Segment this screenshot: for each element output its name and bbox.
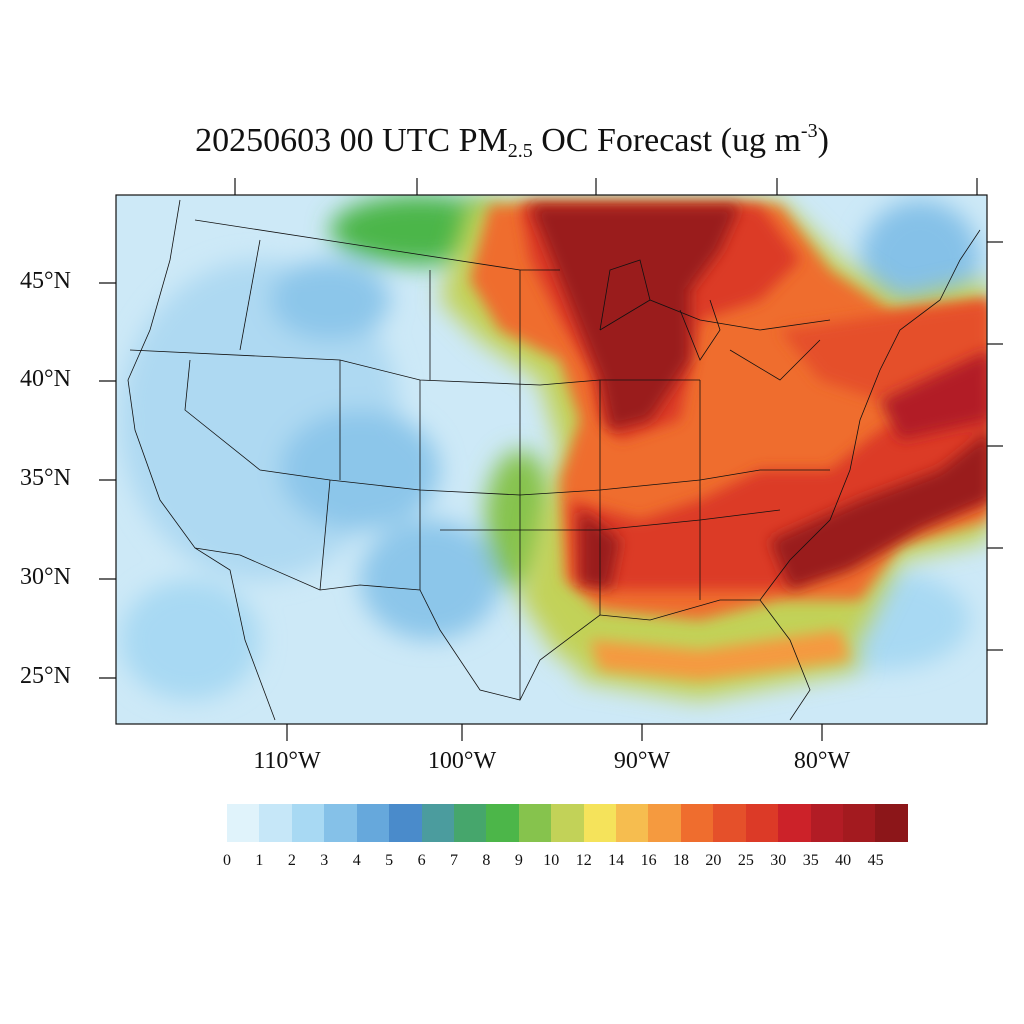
colorbar-label: 8: [482, 852, 491, 869]
map-frame: [115, 194, 988, 725]
colorbar-label: 4: [352, 852, 361, 869]
colorbar-label: 7: [450, 852, 458, 869]
title-suffix: ): [817, 122, 829, 159]
colorbar-label: 6: [417, 852, 426, 869]
colorbar-swatch: [356, 804, 390, 842]
colorbar-swatch: [583, 804, 617, 842]
colorbar-label: 18: [673, 852, 689, 869]
title-middle: OC Forecast (ug m: [532, 122, 801, 159]
colorbar-label: 40: [835, 852, 852, 869]
lat-label: 40°N: [20, 366, 71, 392]
colorbar-swatch: [551, 804, 584, 842]
colorbar-swatch: [745, 804, 779, 842]
colorbar-label: 14: [608, 852, 625, 869]
colorbar: [227, 804, 908, 842]
colorbar-swatch: [713, 804, 746, 842]
colorbar-label: 3: [320, 852, 329, 869]
colorbar-swatch: [291, 804, 325, 842]
colorbar-label: 30: [770, 852, 787, 869]
colorbar-swatch: [843, 804, 876, 842]
axis-ticks: [99, 178, 1003, 741]
colorbar-label: 0: [223, 852, 231, 869]
title-subscript: 2.5: [507, 140, 533, 162]
colorbar-label: 12: [575, 852, 592, 869]
colorbar-swatch: [875, 804, 908, 842]
colorbar-labels: 0 1 2 3 4 5 6 7 8 9 10 12 14 16 18 20 25 30 35 40 45: [0, 852, 1024, 876]
title-prefix: 20250603 00 UTC PM: [195, 122, 508, 159]
lon-label: 100°W: [427, 748, 497, 774]
colorbar-label: 16: [640, 852, 657, 869]
lon-label: 110°W: [253, 748, 321, 774]
colorbar-label: 5: [385, 852, 394, 869]
lat-label: 25°N: [20, 663, 71, 689]
colorbar-label: 2: [287, 852, 296, 869]
title-superscript: -3: [800, 120, 818, 142]
lat-label: 45°N: [20, 268, 71, 294]
lon-label: 80°W: [793, 748, 851, 774]
lat-label: 35°N: [20, 465, 71, 491]
colorbar-label: 25: [737, 852, 754, 869]
lat-label: 30°N: [20, 564, 71, 590]
colorbar-label: 20: [705, 852, 722, 869]
colorbar-label: 10: [543, 852, 560, 869]
colorbar-swatch: [486, 804, 519, 842]
lon-label: 90°W: [613, 748, 671, 774]
colorbar-label: 1: [255, 852, 264, 869]
colorbar-swatch: [680, 804, 714, 842]
colorbar-swatch: [810, 804, 844, 842]
map-title: 20250603 00 UTC PM2.5 OC Forecast (ug m-…: [0, 120, 1024, 163]
colorbar-label: 9: [514, 852, 523, 869]
colorbar-swatch: [421, 804, 454, 842]
colorbar-swatch: [324, 804, 357, 842]
state-boundaries: [127, 199, 981, 721]
colorbar-swatch: [518, 804, 552, 842]
colorbar-label: 35: [802, 852, 819, 869]
colorbar-swatch: [453, 804, 487, 842]
colorbar-swatch: [389, 804, 422, 842]
colorbar-swatch: [227, 804, 260, 842]
colorbar-label: 45: [867, 852, 884, 869]
colorbar-swatch: [778, 804, 811, 842]
colorbar-swatch: [616, 804, 649, 842]
colorbar-swatch: [259, 804, 292, 842]
colorbar-swatch: [648, 804, 681, 842]
concentration-field: [116, 195, 987, 724]
